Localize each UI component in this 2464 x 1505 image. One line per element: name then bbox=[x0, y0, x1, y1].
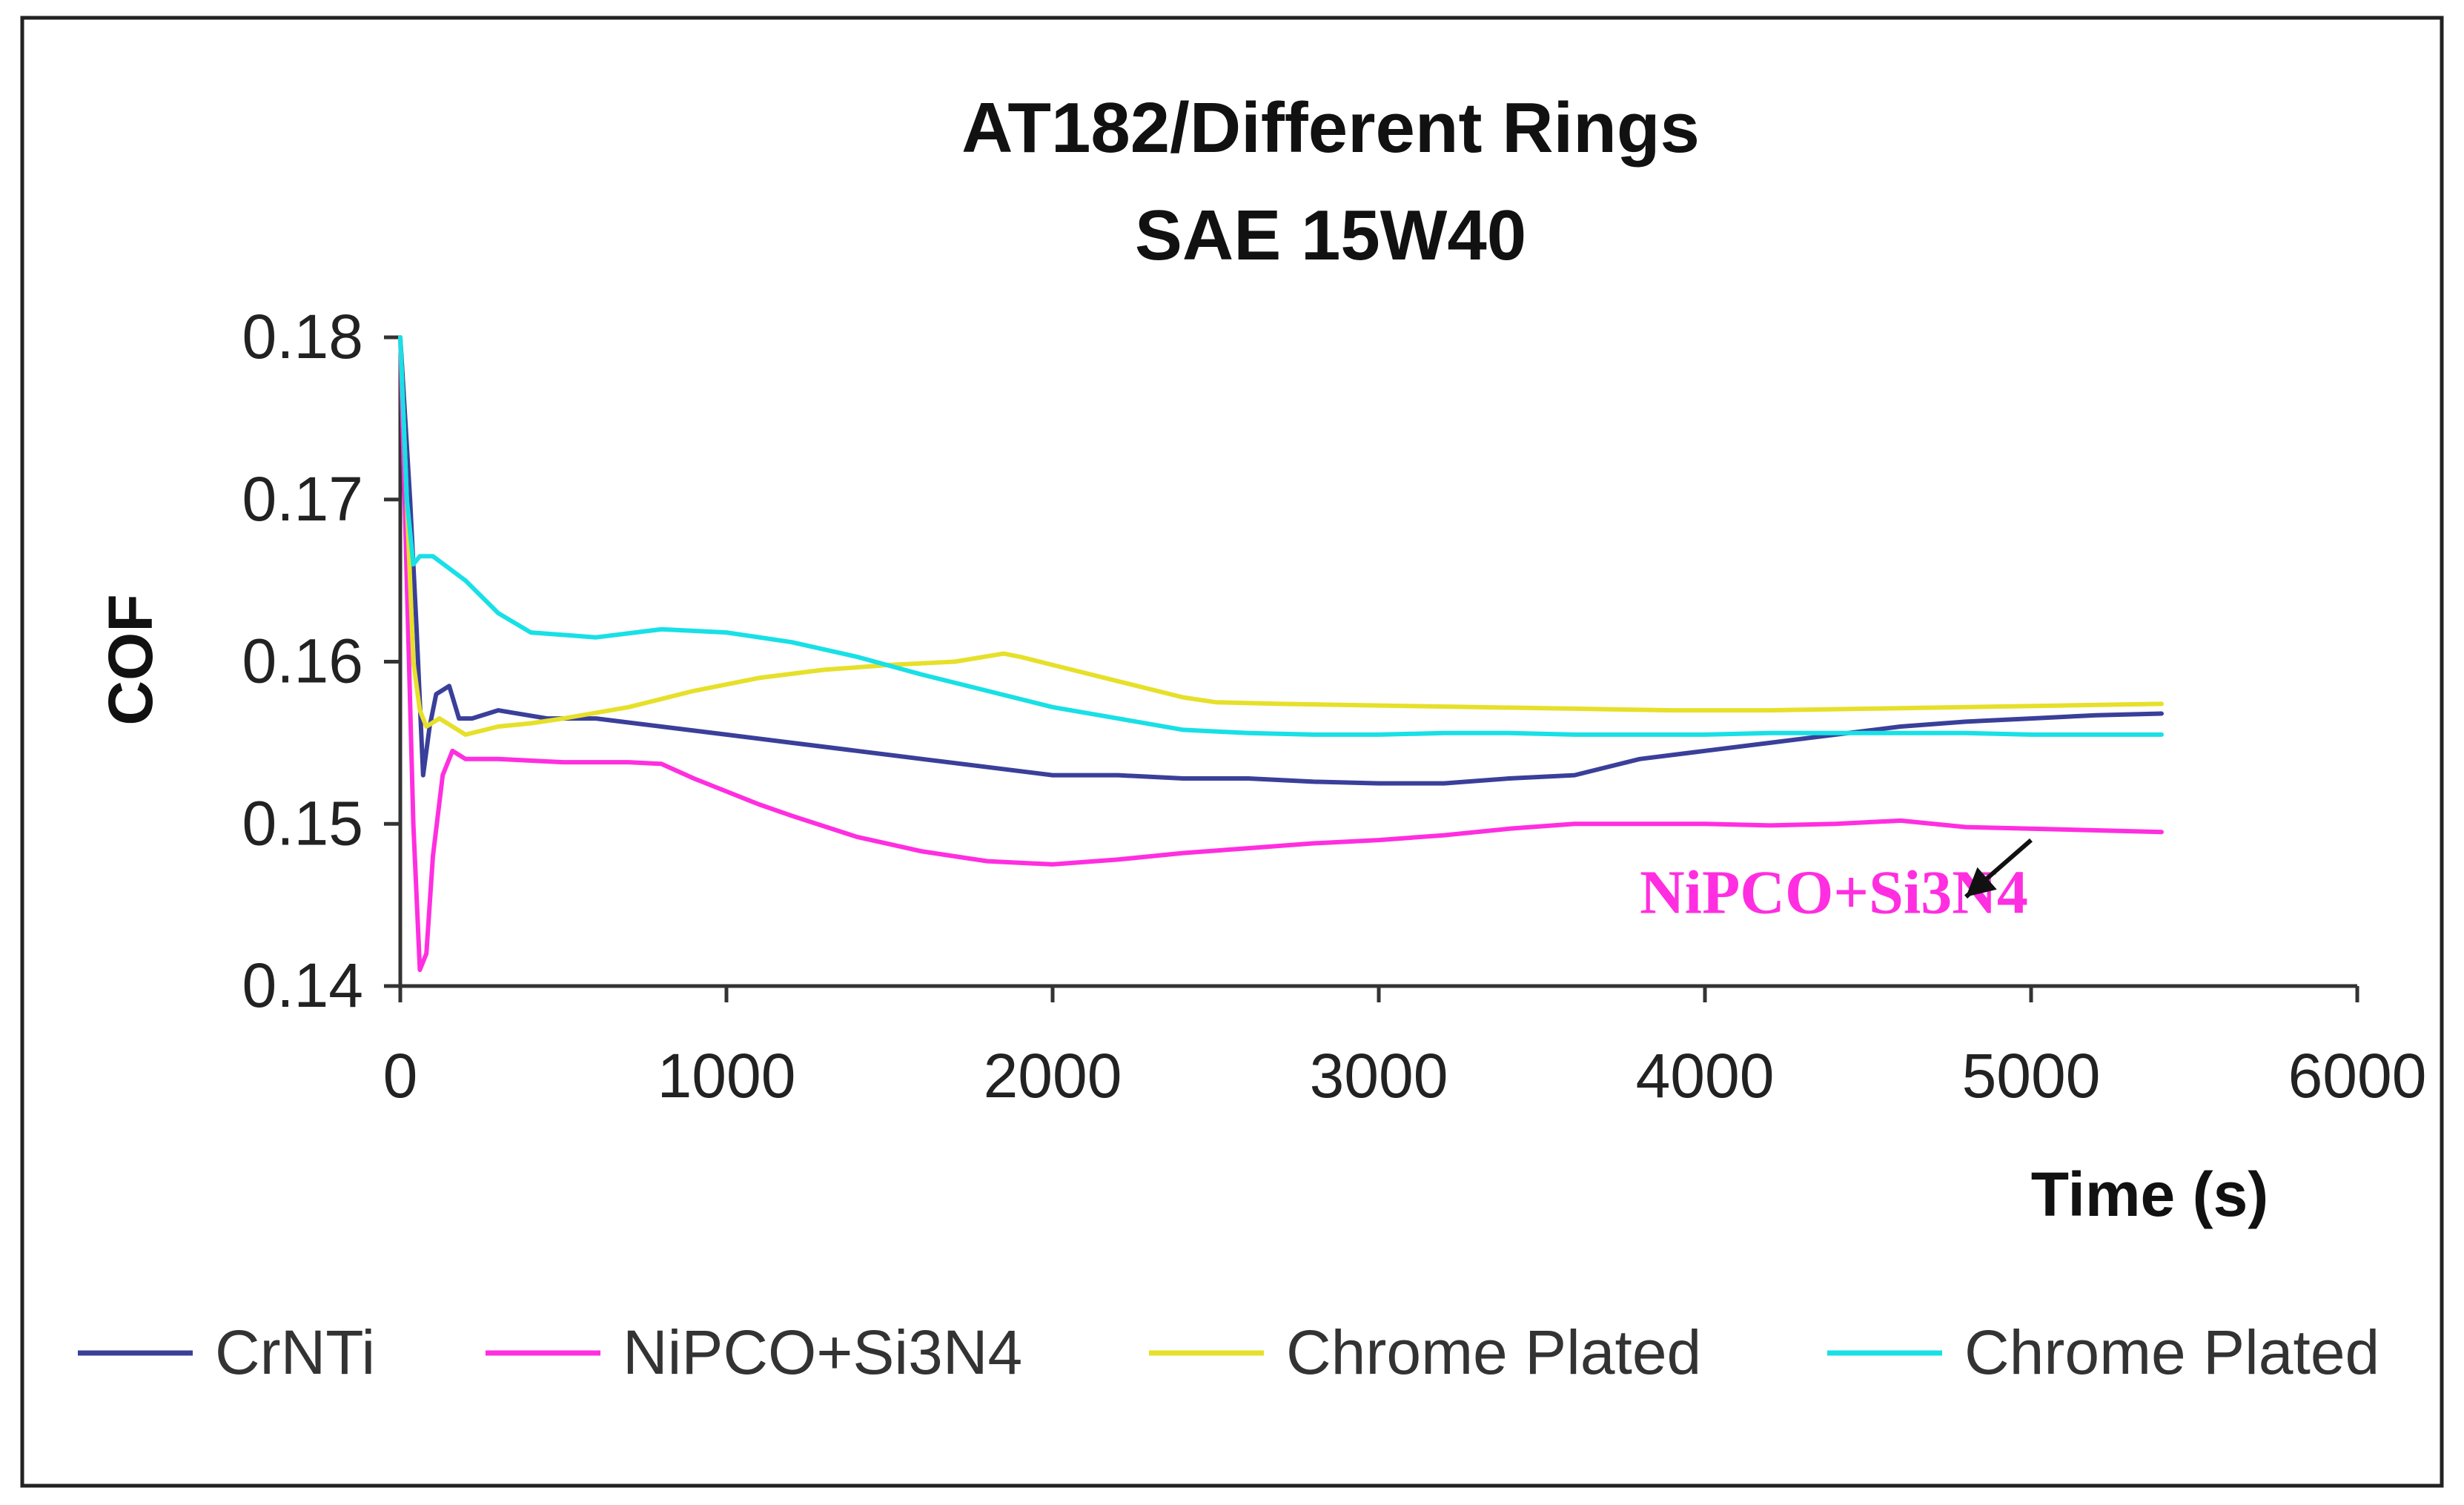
y-tick-label: 0.16 bbox=[242, 626, 364, 696]
x-axis-label: Time (s) bbox=[2031, 1160, 2269, 1229]
x-tick-label: 0 bbox=[383, 1041, 418, 1111]
x-tick-label: 1000 bbox=[658, 1041, 796, 1111]
chart-title: AT182/Different Rings bbox=[961, 88, 1700, 168]
y-tick-label: 0.15 bbox=[242, 788, 364, 858]
x-tick-label: 3000 bbox=[1310, 1041, 1448, 1111]
annotation-label: NiPCO+Si3N4 bbox=[1640, 859, 2028, 927]
chart-subtitle: SAE 15W40 bbox=[1135, 196, 1526, 275]
annotation-layer: NiPCO+Si3N4 bbox=[1640, 838, 2033, 927]
legend-label-4: Chrome Plated bbox=[1964, 1317, 2379, 1387]
legend-label-3: Chrome Plated bbox=[1286, 1317, 1701, 1387]
series-line-3 bbox=[398, 335, 2164, 737]
series-layer bbox=[398, 335, 2164, 973]
x-tick-label: 6000 bbox=[2288, 1041, 2427, 1111]
y-tick-label: 0.18 bbox=[242, 302, 364, 371]
x-tick-label: 4000 bbox=[1636, 1041, 1775, 1111]
legend: CrNTi NiPCO+Si3N4 Chrome Plated Chrome Plat… bbox=[78, 1317, 2379, 1387]
annotation-arrow-head bbox=[1966, 867, 1997, 897]
axes: 0.14 0.15 0.16 0.17 0.18 0 1000 2000 3000 4000 500… bbox=[242, 302, 2427, 1111]
legend-label-2: NiPCO+Si3N4 bbox=[623, 1317, 1022, 1387]
y-axis-label: COF bbox=[96, 594, 165, 725]
series-line-4 bbox=[398, 335, 2164, 737]
series-line-1 bbox=[398, 335, 2164, 786]
legend-label-1: CrNTi bbox=[215, 1317, 375, 1387]
series-line-2 bbox=[398, 335, 2164, 973]
x-tick-label: 5000 bbox=[1962, 1041, 2101, 1111]
y-tick-label: 0.17 bbox=[242, 464, 364, 534]
y-tick-label: 0.14 bbox=[242, 950, 364, 1020]
x-tick-label: 2000 bbox=[984, 1041, 1122, 1111]
